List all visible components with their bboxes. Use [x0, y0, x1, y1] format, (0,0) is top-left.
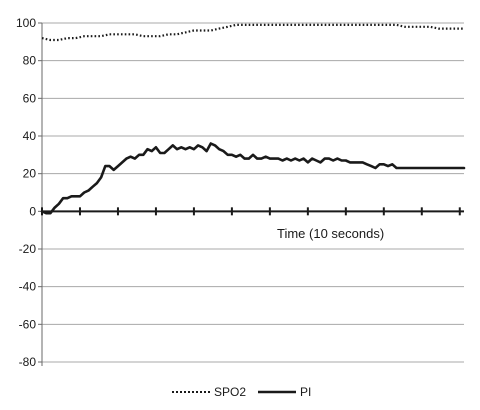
- legend-label-spo2: SPO2: [214, 385, 246, 399]
- y-tick-label: 40: [23, 129, 37, 143]
- y-tick-label: 60: [23, 91, 37, 105]
- y-tick-label: 100: [16, 16, 36, 30]
- y-tick-label: 0: [29, 204, 36, 218]
- legend: SPO2 PI: [172, 385, 311, 399]
- series-lines: [40, 23, 466, 215]
- y-tick-label: 80: [23, 54, 37, 68]
- gridlines: [42, 22, 464, 363]
- y-tick-label: 20: [23, 167, 37, 181]
- legend-label-pi: PI: [300, 385, 311, 399]
- series-line-pi: [40, 142, 466, 215]
- y-tick-label: -80: [19, 355, 37, 369]
- y-tick-label: -20: [19, 242, 37, 256]
- axes: [38, 22, 464, 366]
- y-tick-labels: 100 80 60 40 20 0 -20 -40 -60 -80: [16, 16, 36, 369]
- x-axis-title: Time (10 seconds): [277, 226, 384, 241]
- y-tick-label: -60: [19, 317, 37, 331]
- series-line-spo2: [41, 23, 464, 42]
- y-tick-label: -40: [19, 280, 37, 294]
